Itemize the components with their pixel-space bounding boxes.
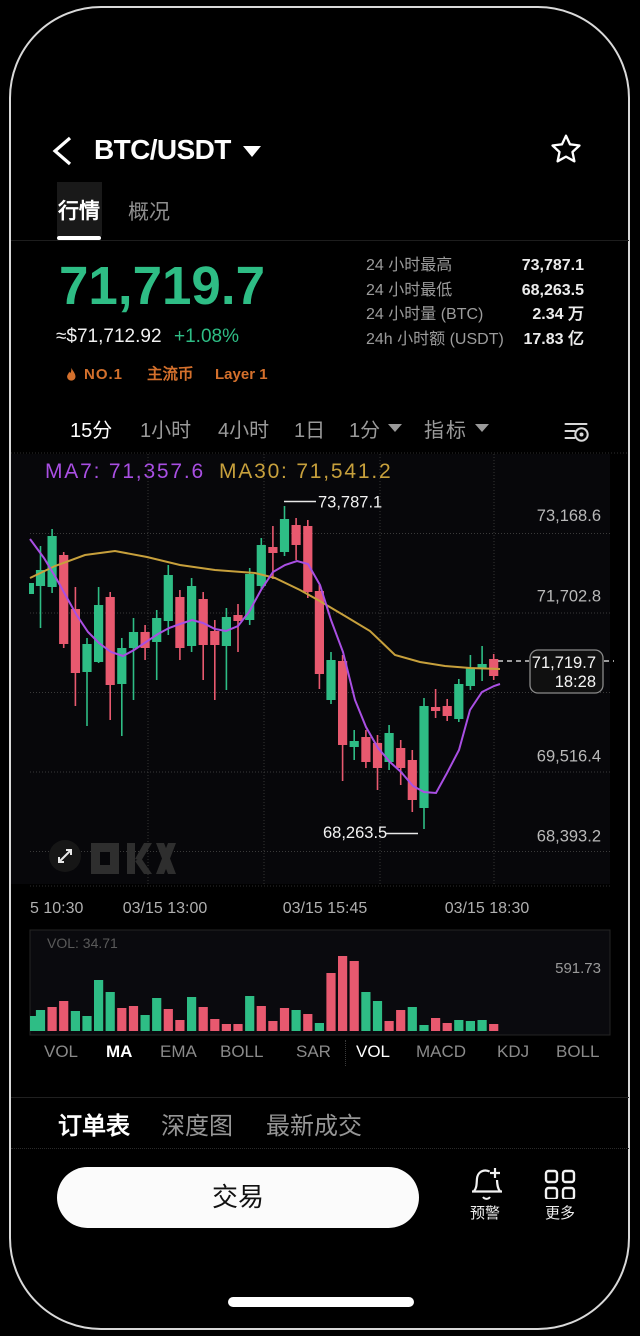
svg-text:MA7: 71,357.6: MA7: 71,357.6 [45, 460, 205, 483]
svg-text:68,393.2: 68,393.2 [537, 828, 601, 846]
svg-text:73,787.1: 73,787.1 [318, 494, 382, 512]
svg-text:03/15 13:00: 03/15 13:00 [123, 900, 208, 917]
svg-text:18:28: 18:28 [555, 673, 596, 691]
svg-text:5 10:30: 5 10:30 [30, 900, 83, 917]
svg-text:03/15 15:45: 03/15 15:45 [283, 900, 368, 917]
svg-text:69,516.4: 69,516.4 [537, 748, 601, 766]
svg-text:71,702.8: 71,702.8 [537, 588, 601, 606]
svg-text:MA30: 71,541.2: MA30: 71,541.2 [219, 460, 392, 483]
svg-text:68,263.5: 68,263.5 [323, 824, 387, 842]
svg-text:VOL: 34.71: VOL: 34.71 [47, 935, 118, 951]
svg-text:73,168.6: 73,168.6 [537, 507, 601, 525]
svg-text:03/15 18:30: 03/15 18:30 [445, 900, 530, 917]
svg-text:591.73: 591.73 [555, 960, 601, 977]
svg-text:71,719.7: 71,719.7 [532, 654, 596, 672]
